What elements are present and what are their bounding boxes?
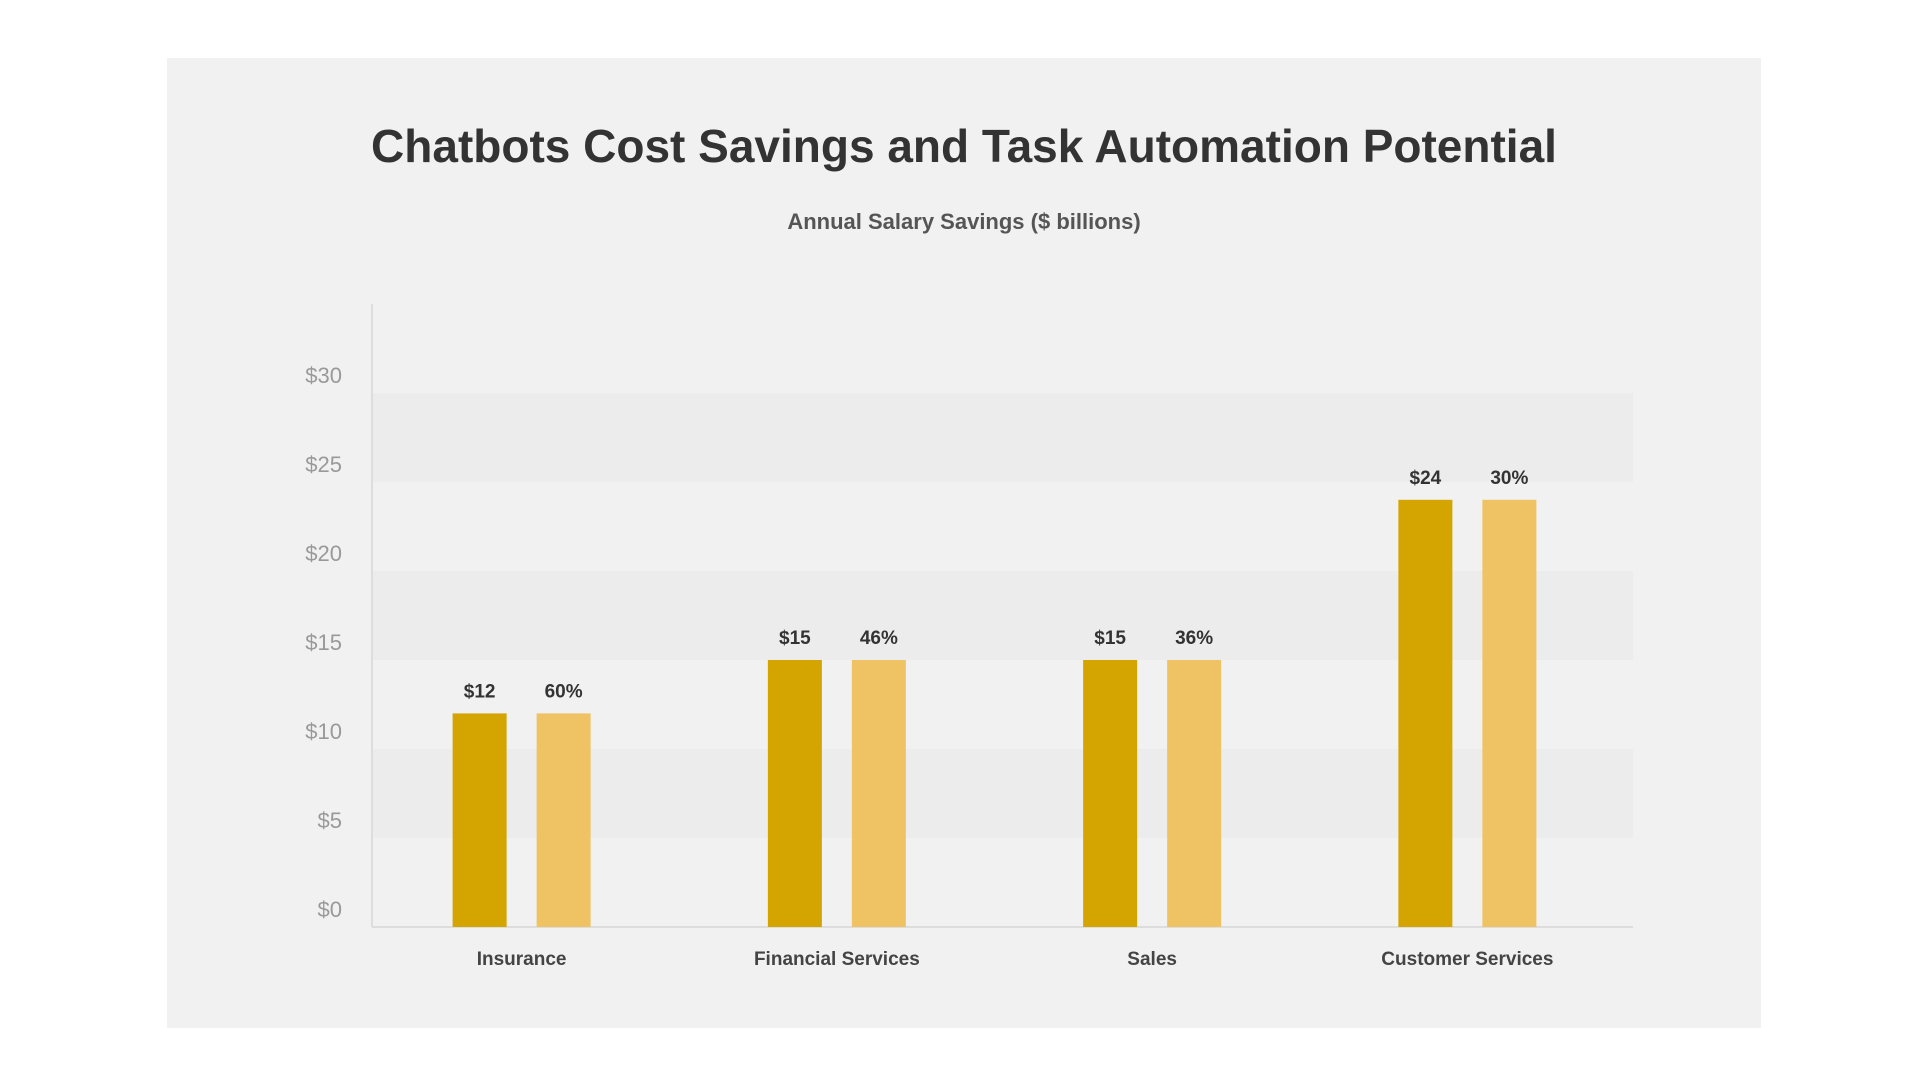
y-tick-label: $10 <box>305 719 342 744</box>
value-label: $15 <box>779 628 811 649</box>
bar <box>851 660 906 927</box>
y-tick-label: $25 <box>305 452 342 477</box>
x-tick-label: Financial Services <box>754 949 920 970</box>
value-label: 30% <box>1490 468 1528 489</box>
bar <box>1167 660 1222 927</box>
x-tick-label: Insurance <box>477 949 567 970</box>
value-label: $15 <box>1094 628 1126 649</box>
x-tick-label: Sales <box>1127 949 1177 970</box>
bar <box>1482 499 1537 927</box>
bar <box>452 713 507 927</box>
value-label: $12 <box>464 681 496 702</box>
grid-band <box>372 393 1633 482</box>
y-tick-label: $0 <box>318 897 342 922</box>
y-tick-label: $30 <box>305 363 342 388</box>
bar <box>767 660 822 927</box>
value-label: 60% <box>545 681 583 702</box>
bar <box>1398 499 1453 927</box>
value-label: 46% <box>860 628 898 649</box>
y-tick-label: $20 <box>305 541 342 566</box>
y-tick-label: $15 <box>305 630 342 655</box>
value-label: 36% <box>1175 628 1213 649</box>
grid-band <box>372 304 1633 393</box>
bar <box>1083 660 1138 927</box>
y-tick-label: $5 <box>318 808 342 833</box>
chart-subtitle: Annual Salary Savings ($ billions) <box>787 209 1140 234</box>
bar <box>536 713 591 927</box>
value-label: $24 <box>1410 468 1442 489</box>
chart-title: Chatbots Cost Savings and Task Automatio… <box>371 120 1557 172</box>
x-tick-label: Customer Services <box>1381 949 1553 970</box>
